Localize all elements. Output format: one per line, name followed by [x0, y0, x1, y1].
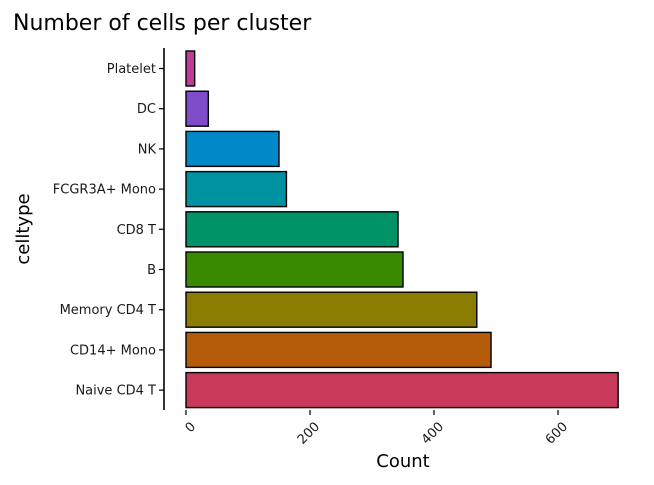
y-tick-label: FCGR3A+ Mono [53, 183, 156, 198]
y-axis-ticks: Platelet DC NK FCGR3A+ Mono CD8 T B Memory CD4… [53, 62, 164, 399]
bar-b [185, 251, 404, 288]
x-axis-title: Count [376, 451, 429, 472]
chart-title: Number of cells per cluster [13, 11, 312, 36]
y-tick-label: DC [137, 102, 156, 117]
bars-group [185, 50, 619, 409]
bar-naive-cd4-t [185, 371, 619, 409]
y-tick-label: Platelet [107, 62, 156, 77]
y-tick-label: B [147, 263, 156, 278]
bar-dc [185, 90, 210, 127]
bar-platelet [185, 50, 196, 87]
y-tick-label: CD8 T [117, 223, 156, 238]
bar-cd14-mono [185, 331, 492, 369]
x-tick-label: 200 [295, 419, 323, 447]
x-tick-label: 600 [543, 419, 571, 447]
y-tick-label: NK [138, 142, 157, 157]
bar-fcgr3a-mono [185, 170, 288, 208]
x-axis-ticks: 0 200 400 600 [183, 410, 571, 448]
y-tick-label: CD14+ Mono [70, 343, 156, 358]
y-tick-label: Memory CD4 T [60, 303, 156, 318]
x-tick-label: 400 [419, 419, 447, 447]
y-tick-label: Naive CD4 T [75, 384, 156, 399]
y-axis-title: celltype [13, 193, 34, 264]
bar-nk [185, 130, 280, 168]
bar-cd8-t [185, 211, 399, 248]
bar-memory-cd4-t [185, 291, 478, 328]
x-tick-label: 0 [183, 419, 199, 435]
